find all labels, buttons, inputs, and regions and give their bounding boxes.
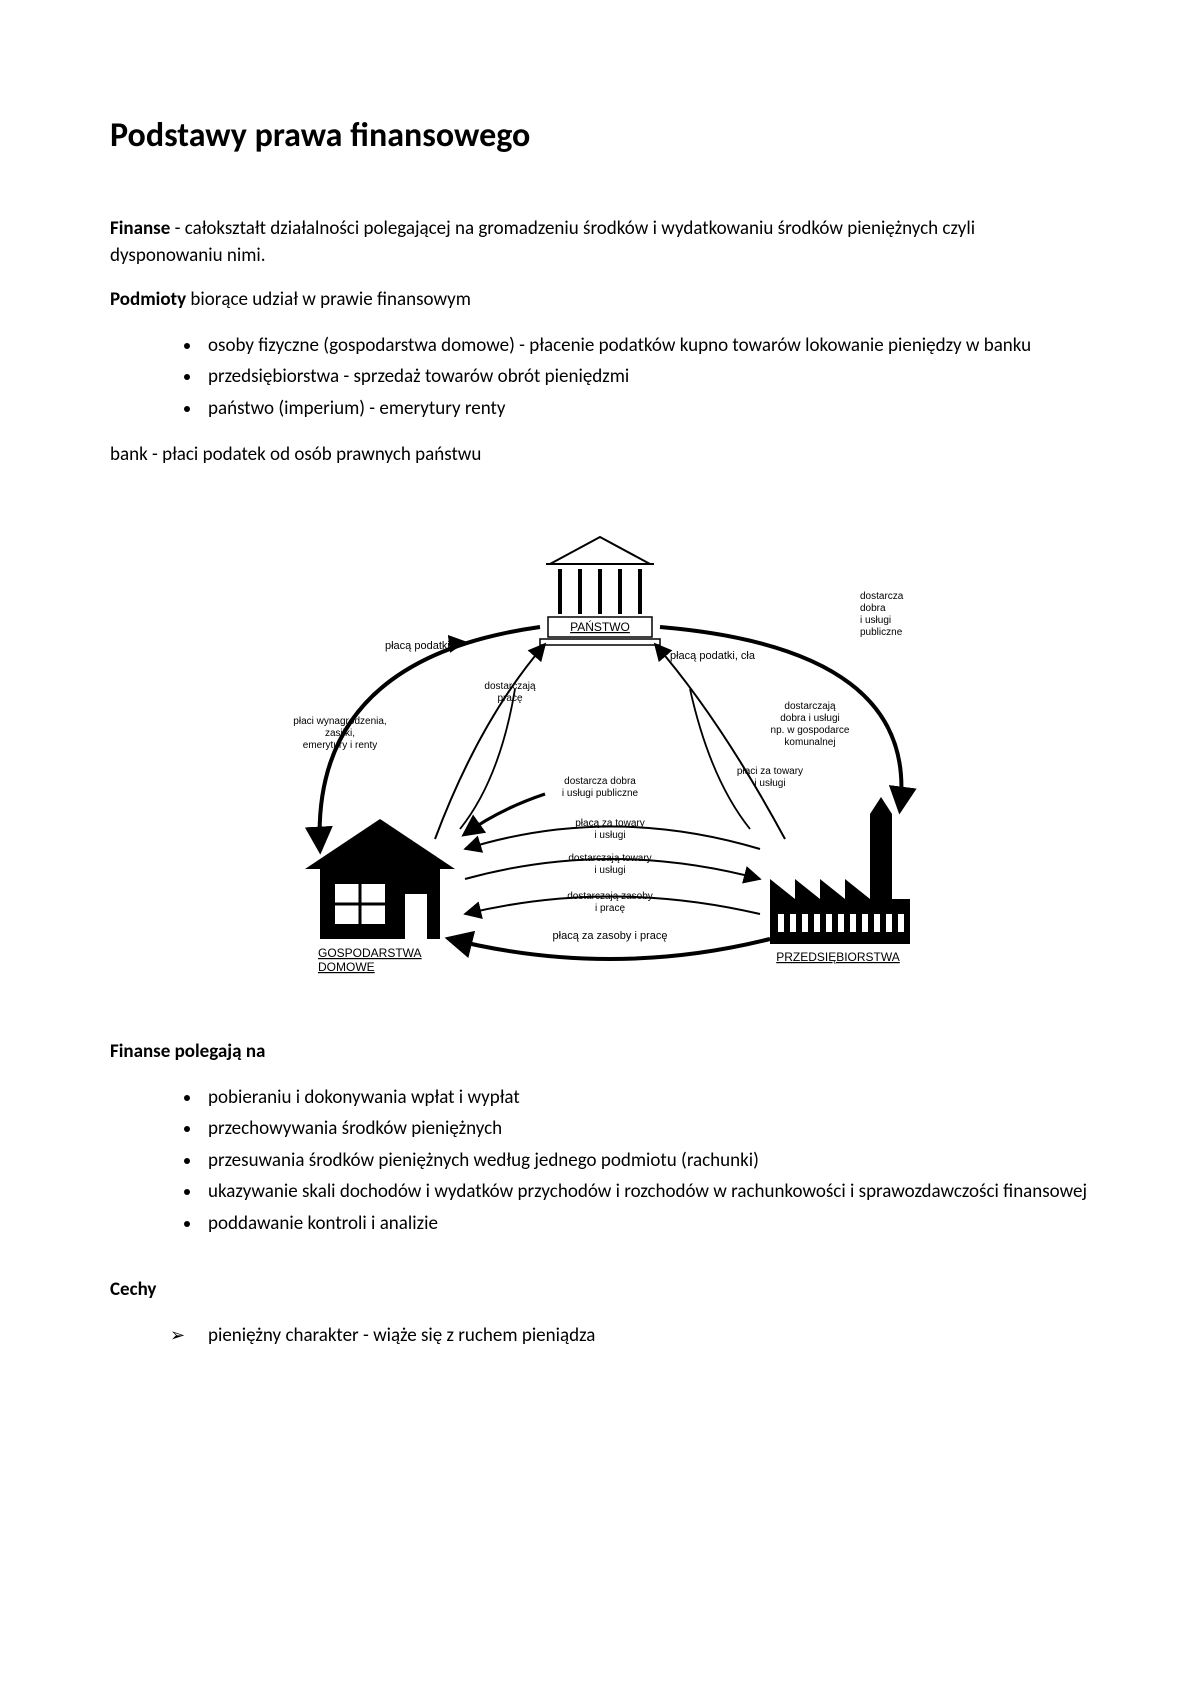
- list-item: ukazywanie skali dochodów i wydatków prz…: [202, 1178, 1090, 1206]
- svg-text:publiczne: publiczne: [860, 627, 903, 638]
- edge-fs-tax: płacą podatki, cła: [670, 650, 756, 662]
- svg-text:dostarcza dobra: dostarcza dobra: [564, 776, 636, 787]
- svg-text:dostarczają: dostarczają: [784, 701, 836, 712]
- house-label-2: DOMOWE: [318, 960, 375, 974]
- svg-text:i usługi: i usługi: [754, 778, 785, 789]
- svg-text:np. w gospodarce: np. w gospodarce: [771, 725, 850, 736]
- svg-text:emerytury i renty: emerytury i renty: [303, 740, 377, 751]
- section-title-finanse-polegaja: Finanse polegają na: [110, 1039, 1090, 1066]
- state-label: PAŃSTWO: [570, 619, 630, 634]
- document-page: Podstawy prawa finansowego Finanse - cał…: [0, 0, 1200, 1697]
- term-podmioty: Podmioty: [110, 288, 186, 311]
- svg-text:i usługi: i usługi: [594, 865, 625, 876]
- circular-flow-diagram: PAŃSTWO GOSPODARSTWA DOMOWE: [250, 519, 950, 999]
- definition-podmioty: biorące udział w prawie finansowym: [186, 288, 471, 311]
- svg-text:płaci wynagrodzenia,: płaci wynagrodzenia,: [293, 716, 386, 727]
- svg-text:i usługi: i usługi: [594, 830, 625, 841]
- list-item: pieniężny charakter - wiąże się z ruchem…: [170, 1322, 1090, 1350]
- page-title: Podstawy prawa finansowego: [110, 115, 1090, 156]
- edge-hs-tax: płacą podatki: [385, 640, 450, 652]
- svg-text:płaci za towary: płaci za towary: [737, 766, 803, 777]
- list-finanse-polegaja: pobieraniu i dokonywania wpłat i wypłat …: [110, 1084, 1090, 1238]
- svg-text:płacą za zasoby i pracę: płacą za zasoby i pracę: [553, 930, 668, 942]
- factory-label: PRZEDSIĘBIORSTWA: [776, 950, 900, 964]
- paragraph-podmioty: Podmioty biorące udział w prawie finanso…: [110, 287, 1090, 314]
- factory-node: PRZEDSIĘBIORSTWA: [770, 797, 910, 964]
- list-item: pobieraniu i dokonywania wpłat i wypłat: [202, 1084, 1090, 1112]
- list-item: osoby fizyczne (gospodarstwa domowe) - p…: [202, 332, 1090, 360]
- svg-text:płacą za towary: płacą za towary: [575, 818, 644, 829]
- list-item: poddawanie kontroli i analizie: [202, 1210, 1090, 1238]
- svg-text:dostarcza: dostarcza: [860, 591, 904, 602]
- svg-text:pracę: pracę: [497, 693, 522, 704]
- diagram-svg: PAŃSTWO GOSPODARSTWA DOMOWE: [250, 519, 950, 999]
- list-item: państwo (imperium) - emerytury renty: [202, 395, 1090, 423]
- svg-text:i pracę: i pracę: [595, 903, 625, 914]
- house-label-1: GOSPODARSTWA: [318, 946, 422, 960]
- definition-finanse: - całokształt działalności polegającej n…: [110, 217, 975, 267]
- paragraph-bank: bank - płaci podatek od osób prawnych pa…: [110, 442, 1090, 469]
- term-finanse: Finanse: [110, 217, 170, 240]
- svg-text:i usługi publiczne: i usługi publiczne: [562, 788, 639, 799]
- list-item: przesuwania środków pieniężnych według j…: [202, 1147, 1090, 1175]
- svg-text:zasiłki,: zasiłki,: [325, 728, 355, 739]
- svg-text:komunalnej: komunalnej: [784, 737, 835, 748]
- state-node: PAŃSTWO: [540, 537, 660, 645]
- list-cechy: pieniężny charakter - wiąże się z ruchem…: [110, 1322, 1090, 1350]
- house-node: GOSPODARSTWA DOMOWE: [305, 819, 455, 974]
- svg-text:dobra i usługi: dobra i usługi: [780, 713, 839, 724]
- svg-text:i usługi: i usługi: [860, 615, 891, 626]
- section-title-cechy: Cechy: [110, 1277, 1090, 1304]
- svg-text:dostarczają: dostarczają: [484, 681, 536, 692]
- list-item: przechowywania środków pieniężnych: [202, 1115, 1090, 1143]
- svg-text:dobra: dobra: [860, 603, 886, 614]
- paragraph-finanse: Finanse - całokształt działalności poleg…: [110, 216, 1090, 269]
- list-item: przedsiębiorstwa - sprzedaż towarów obró…: [202, 363, 1090, 391]
- svg-text:dostarczają towary: dostarczają towary: [568, 853, 651, 864]
- svg-text:dostarczają zasoby: dostarczają zasoby: [567, 891, 653, 902]
- list-podmioty: osoby fizyczne (gospodarstwa domowe) - p…: [110, 332, 1090, 423]
